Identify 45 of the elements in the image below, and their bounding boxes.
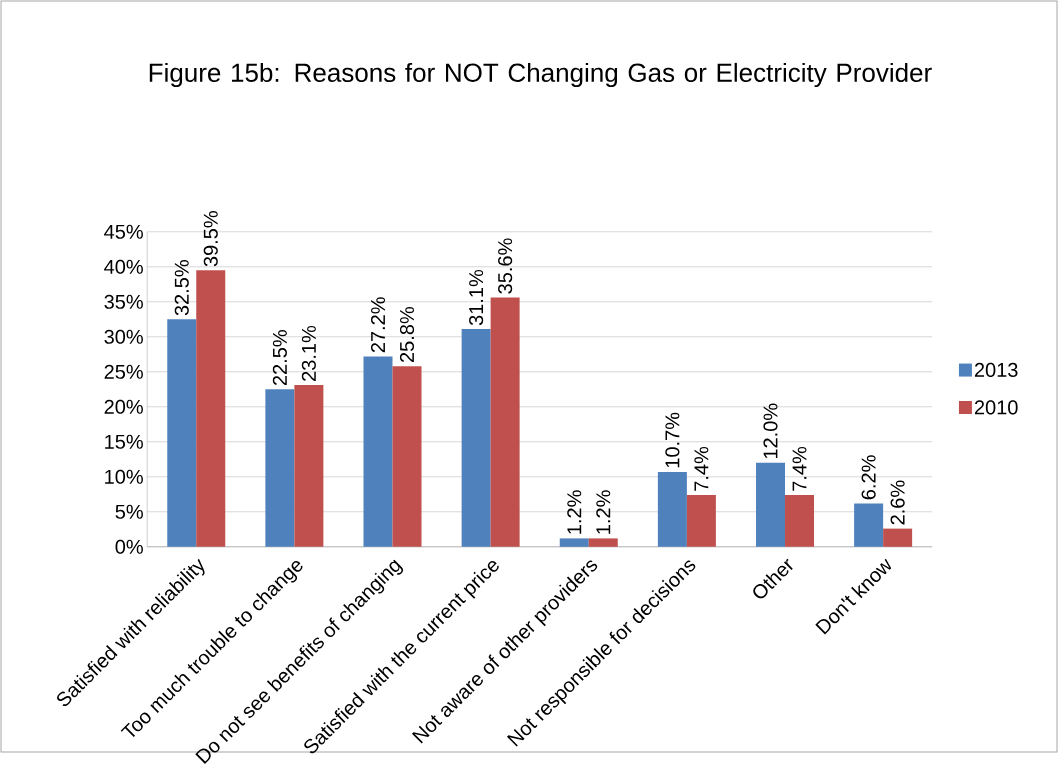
data-label: 23.1% <box>301 325 316 381</box>
data-label: 31.1% <box>469 269 484 326</box>
bar <box>490 297 520 547</box>
data-label: 27.2% <box>370 297 386 353</box>
bar <box>265 389 295 547</box>
data-label: 39.5% <box>203 211 218 267</box>
y-tick-label: 0% <box>115 539 143 554</box>
data-label: 6.2% <box>861 455 876 500</box>
data-label: 22.5% <box>272 330 287 386</box>
data-label: 1.2% <box>567 490 582 534</box>
bar <box>854 503 884 547</box>
bar <box>559 538 589 547</box>
bar <box>785 495 814 547</box>
bar <box>588 538 618 547</box>
bar <box>392 366 422 547</box>
chart-title: Figure 15b: Reasons for NOT Changing Gas or Electricity Provider <box>149 62 932 88</box>
y-tick-label: 15% <box>105 434 143 449</box>
y-tick-label: 45% <box>104 224 143 239</box>
data-label: 32.5% <box>174 260 189 316</box>
bar <box>756 462 785 547</box>
bar <box>657 471 687 547</box>
data-label: 1.2% <box>596 490 611 534</box>
data-label: 7.4% <box>694 447 709 491</box>
y-tick-label: 40% <box>104 259 143 274</box>
data-label: 10.7% <box>665 412 680 468</box>
bar <box>196 270 226 547</box>
data-label: 35.6% <box>498 238 513 294</box>
data-label: 12.0% <box>763 403 778 459</box>
legend-label: 2013 <box>974 362 1018 378</box>
y-tick-label: 35% <box>104 294 143 309</box>
data-label: 25.8% <box>399 307 415 363</box>
bar <box>363 356 393 547</box>
y-tick-label: 25% <box>104 364 143 379</box>
bar <box>461 329 491 547</box>
data-label: 2.6% <box>890 480 905 525</box>
bar <box>167 319 197 547</box>
y-tick-label: 30% <box>104 329 143 344</box>
legend-label: 2010 <box>974 400 1018 415</box>
data-label: 7.4% <box>792 447 807 491</box>
bar <box>686 495 716 547</box>
y-tick-label: 5% <box>115 504 143 519</box>
bar <box>294 385 324 547</box>
y-tick-label: 10% <box>105 469 143 484</box>
y-tick-label: 20% <box>104 399 143 414</box>
bar <box>883 528 913 547</box>
